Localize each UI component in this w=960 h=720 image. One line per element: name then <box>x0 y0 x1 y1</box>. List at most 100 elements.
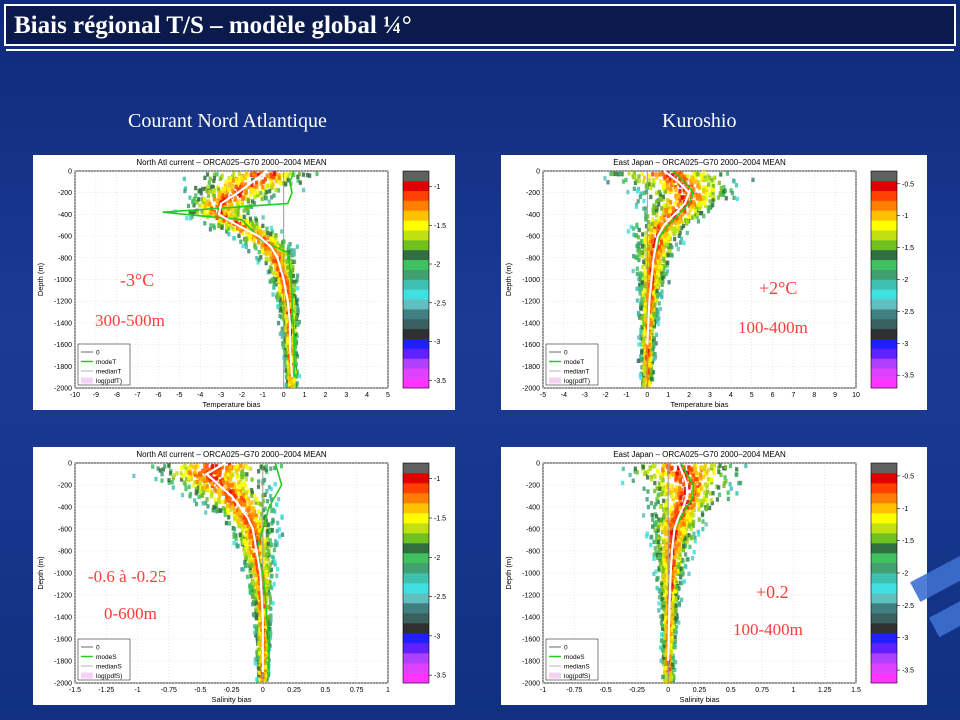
pdf-cell <box>655 293 659 299</box>
y-tick-label: -2000 <box>54 681 72 688</box>
pdf-cell <box>233 196 238 201</box>
pdf-cell <box>679 474 683 479</box>
pdf-cell <box>272 193 276 198</box>
pdf-cell <box>251 612 255 617</box>
pdf-cell <box>283 347 288 353</box>
pdf-cell <box>708 191 712 197</box>
pdf-cell <box>212 193 216 198</box>
pdf-cell <box>264 588 268 593</box>
pdf-cell <box>171 475 175 481</box>
pdf-cell <box>709 187 713 192</box>
pdf-cell <box>227 468 231 473</box>
pdf-cell <box>246 465 250 470</box>
pdf-cell <box>665 233 669 238</box>
pdf-cell <box>201 186 205 192</box>
pdf-cell <box>708 199 712 204</box>
pdf-cell <box>265 489 269 494</box>
pdf-cell <box>240 196 244 202</box>
pdf-cell <box>186 477 191 483</box>
pdf-cell <box>655 213 659 218</box>
pdf-cell <box>712 175 716 181</box>
pdf-cell <box>256 655 260 660</box>
pdf-cell <box>667 280 671 285</box>
pdf-cell <box>276 320 281 326</box>
pdf-cell <box>280 252 285 257</box>
pdf-cell <box>192 203 196 208</box>
pdf-cell <box>223 211 227 216</box>
pdf-cell <box>259 656 264 662</box>
y-tick-label: -200 <box>526 190 540 197</box>
colorbar-cell <box>871 259 897 270</box>
pdf-cell <box>653 300 657 305</box>
pdf-cell <box>649 357 653 362</box>
pdf-cell <box>695 214 699 219</box>
colorbar-cell <box>871 309 897 320</box>
pdf-cell <box>229 221 233 227</box>
x-tick-label: 2 <box>687 392 691 399</box>
pdf-cell <box>224 520 228 526</box>
colorbar-cell <box>403 299 429 310</box>
pdf-cell <box>647 236 651 241</box>
pdf-cell <box>241 243 245 249</box>
pdf-cell <box>268 568 272 574</box>
colorbar-cell <box>403 543 429 554</box>
pdf-cell <box>641 206 646 211</box>
pdf-cell <box>657 301 661 306</box>
pdf-cell <box>294 362 298 367</box>
pdf-cell <box>707 182 711 187</box>
pdf-cell <box>658 306 662 312</box>
pdf-cell <box>639 330 643 336</box>
pdf-cell <box>254 500 258 505</box>
pdf-cell <box>696 219 701 224</box>
pdf-cell <box>286 379 290 384</box>
pdf-cell <box>271 277 275 282</box>
x-tick-label: -10 <box>70 392 80 399</box>
pdf-cell <box>647 268 651 273</box>
x-tick-label: 0.75 <box>755 687 769 694</box>
legend-label: 0 <box>96 350 100 357</box>
pdf-cell <box>648 339 653 344</box>
pdf-cell <box>657 222 661 227</box>
y-tick-label: -1800 <box>522 364 540 371</box>
x-tick-label: -3 <box>582 392 588 399</box>
pdf-cell <box>719 185 723 191</box>
pdf-cell <box>284 260 288 265</box>
pdf-cell <box>642 243 646 248</box>
pdf-cell <box>286 259 290 264</box>
pdf-cell <box>257 239 261 244</box>
pdf-cell <box>641 339 645 344</box>
pdf-cell <box>262 671 267 677</box>
pdf-cell <box>234 488 238 493</box>
pdf-cell <box>251 506 255 511</box>
pdf-cell <box>221 489 225 494</box>
pdf-cell <box>246 209 250 215</box>
pdf-cell <box>291 297 295 303</box>
pdf-cell <box>257 673 261 678</box>
pdf-cell <box>224 478 228 483</box>
pdf-cell <box>702 195 706 201</box>
pdf-cell <box>199 470 203 476</box>
pdf-cell <box>229 473 233 479</box>
pdf-cell <box>179 471 183 476</box>
pdf-cell <box>231 178 235 183</box>
pdf-cell <box>239 536 243 542</box>
pdf-cell <box>692 179 696 184</box>
pdf-cell <box>293 328 297 334</box>
pdf-cell <box>202 478 206 484</box>
pdf-cell <box>644 314 648 320</box>
pdf-cell <box>254 180 259 185</box>
pdf-cell <box>644 283 648 289</box>
colorbar-cell <box>403 643 429 654</box>
pdf-cell <box>232 466 236 471</box>
pdf-cell <box>237 178 241 183</box>
y-tick-label: -800 <box>58 255 72 262</box>
pdf-cell <box>292 302 296 307</box>
pdf-cell <box>237 467 241 472</box>
pdf-cell <box>282 291 286 296</box>
x-tick-label: 5 <box>386 392 390 399</box>
pdf-cell <box>224 223 229 228</box>
pdf-cell <box>232 227 236 232</box>
pdf-cell <box>693 208 697 214</box>
pdf-cell <box>264 542 268 547</box>
